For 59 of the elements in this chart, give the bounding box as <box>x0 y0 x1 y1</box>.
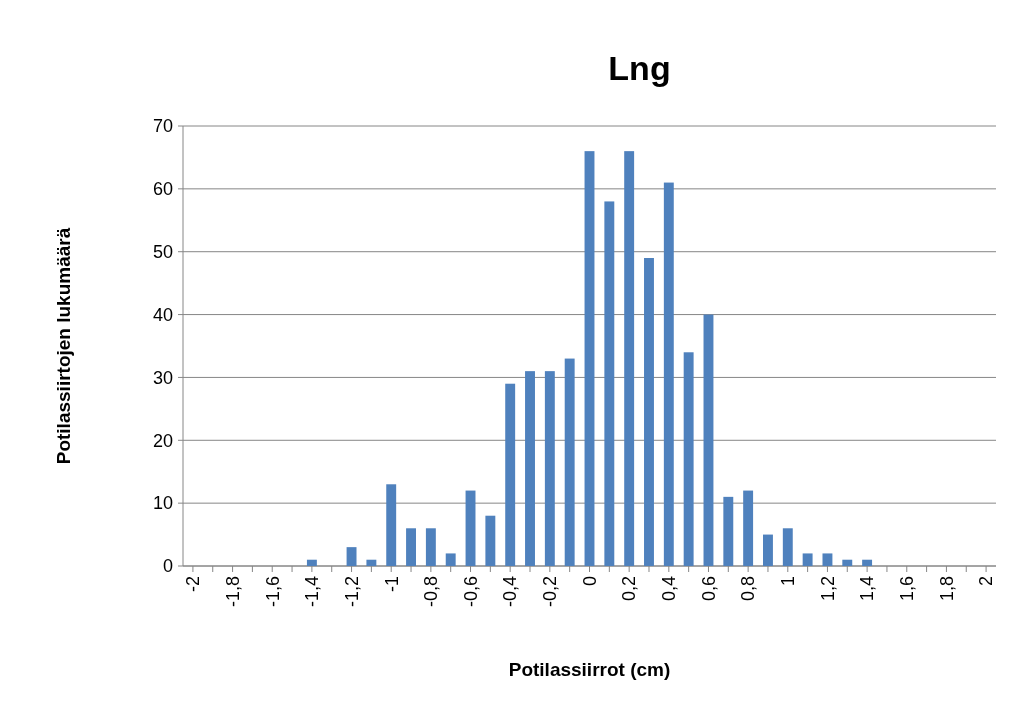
bar <box>822 553 833 566</box>
x-tick-label: -0,8 <box>421 576 442 608</box>
bar <box>683 352 694 566</box>
bar <box>644 258 654 566</box>
x-tick-label: 2 <box>976 576 997 587</box>
bar <box>723 496 734 566</box>
x-tick-label: -2 <box>183 576 204 593</box>
x-tick-label: 1,6 <box>897 576 918 602</box>
x-tick-label: 1,4 <box>857 576 878 602</box>
x-tick-label: 0,2 <box>619 576 640 602</box>
x-tick-label: 1,8 <box>936 576 957 602</box>
x-tick-label: -1,6 <box>262 576 283 608</box>
x-tick-label: -0,2 <box>540 576 561 608</box>
bar <box>564 358 575 566</box>
bar <box>743 490 754 566</box>
x-tick-label: 1 <box>778 576 799 587</box>
x-tick-label: -0,4 <box>500 576 521 608</box>
bar <box>842 559 853 566</box>
bar <box>624 151 635 566</box>
bar <box>544 371 555 566</box>
bar <box>346 547 357 566</box>
bar <box>703 314 714 566</box>
x-tick-label: 1,2 <box>817 576 838 602</box>
x-tick-label: -1 <box>381 576 402 593</box>
chart-title: Lng <box>608 49 671 87</box>
bar <box>406 528 416 566</box>
bar <box>782 528 793 566</box>
bar <box>505 383 516 566</box>
bar <box>525 371 535 566</box>
bar <box>604 201 615 566</box>
bar <box>763 534 773 566</box>
y-tick-label: 70 <box>152 116 173 137</box>
y-tick-label: 40 <box>152 304 173 325</box>
x-axis-title: Potilassiirrot (cm) <box>508 659 671 680</box>
bar <box>366 559 377 566</box>
bar <box>584 151 595 566</box>
y-tick-label: 60 <box>152 179 173 200</box>
x-tick-label: 0,6 <box>698 576 719 602</box>
y-tick-label: 30 <box>152 367 173 388</box>
bar <box>663 182 674 566</box>
bar <box>862 559 873 566</box>
bar <box>386 484 397 566</box>
bar <box>485 515 496 566</box>
x-tick-label: 0,8 <box>738 576 759 602</box>
y-tick-label: 10 <box>152 493 173 514</box>
x-tick-label: -1,8 <box>222 576 243 608</box>
y-tick-label: 20 <box>152 430 173 451</box>
y-tick-label: 50 <box>152 242 173 263</box>
bar <box>465 490 476 566</box>
y-axis-title: Potilassiirtojen lukumäärä <box>53 227 74 465</box>
bar <box>306 559 317 566</box>
x-tick-label: 0,4 <box>659 576 680 602</box>
x-tick-label: 0 <box>579 576 600 587</box>
bar <box>802 553 813 566</box>
x-tick-label: -1,2 <box>341 576 362 608</box>
x-tick-label: -0,6 <box>460 576 481 608</box>
bar <box>425 528 436 566</box>
bar <box>445 553 456 566</box>
x-tick-label: -1,4 <box>302 576 323 608</box>
